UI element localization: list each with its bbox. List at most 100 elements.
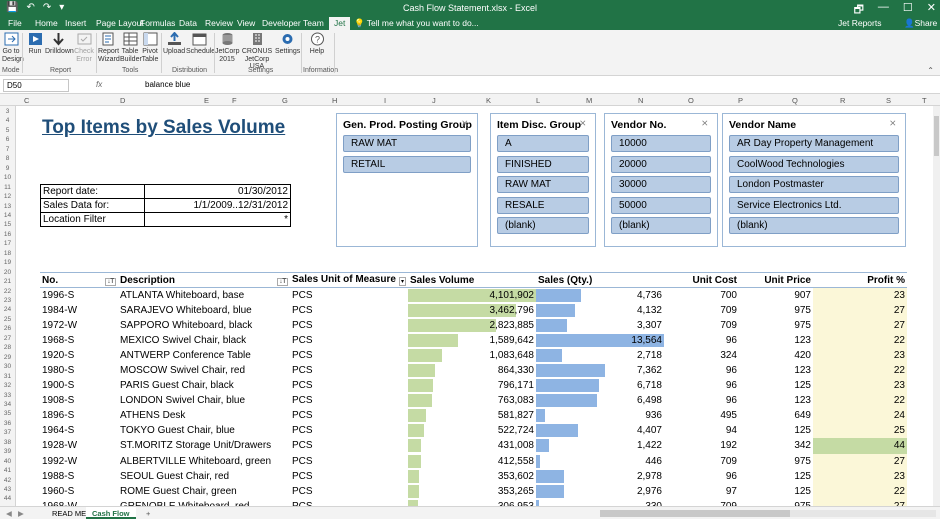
col-description-cell[interactable]: ATHENS Desk <box>118 408 290 423</box>
row-header[interactable]: 9 <box>5 164 10 172</box>
col-description-cell[interactable]: ATLANTA Whiteboard, base <box>118 288 290 303</box>
col-unit-header[interactable]: ▾ Sales Unit of Measure <box>290 272 408 288</box>
row-header[interactable]: 6 <box>5 136 10 144</box>
new-sheet-button[interactable]: + <box>146 509 151 518</box>
col-profit-cell[interactable]: 23 <box>813 347 907 363</box>
row-header[interactable]: 18 <box>3 249 12 257</box>
column-header[interactable]: H <box>332 96 338 105</box>
col-sales-qty-cell[interactable]: 2,976 <box>536 484 664 499</box>
jetcorp-button[interactable]: JetCorp 2015 <box>215 32 240 63</box>
tab-view[interactable]: View <box>237 18 256 28</box>
tab-insert[interactable]: Insert <box>65 18 87 28</box>
row-header[interactable]: 20 <box>3 268 12 276</box>
row-header[interactable]: 39 <box>3 448 12 456</box>
row-header[interactable]: 38 <box>3 438 12 446</box>
row-header[interactable]: 24 <box>3 306 12 314</box>
info-value[interactable]: 1/1/2009..12/31/2012 <box>144 198 291 213</box>
slicer-item[interactable]: 50000 <box>611 196 711 214</box>
col-unit-cost-cell[interactable]: 96 <box>664 469 739 484</box>
clear-filter-icon[interactable]: ⨯ <box>579 118 587 128</box>
col-unit-cost-cell[interactable]: 192 <box>664 438 739 453</box>
col-sales-qty-cell[interactable]: 330 <box>536 499 664 506</box>
col-sales-volume-cell[interactable]: 3,462,796 <box>408 303 536 318</box>
slicer-item[interactable]: 20000 <box>611 155 711 173</box>
column-header[interactable]: T <box>922 96 927 105</box>
info-value[interactable]: 01/30/2012 <box>144 184 291 199</box>
clear-filter-icon[interactable]: ⨯ <box>461 118 469 128</box>
col-unit-cost-cell[interactable]: 709 <box>664 454 739 469</box>
row-header[interactable]: 10 <box>3 174 12 182</box>
col-no-cell[interactable]: 1928-W <box>40 438 118 453</box>
col-no-cell[interactable]: 1908-S <box>40 393 118 408</box>
col-unit-cost-cell[interactable]: 324 <box>664 348 739 363</box>
col-unit-price-cell[interactable]: 125 <box>739 378 813 393</box>
col-no-cell[interactable]: 1900-S <box>40 378 118 393</box>
slicer-item[interactable]: RETAIL <box>343 155 471 173</box>
filter-dropdown-icon[interactable]: ▾ <box>398 277 406 286</box>
col-sales-qty-cell[interactable]: 2,978 <box>536 469 664 484</box>
column-header[interactable]: I <box>384 96 387 105</box>
slicer-item[interactable]: RAW MAT <box>343 135 471 152</box>
schedule-button[interactable]: Schedule <box>186 32 215 56</box>
col-unit-price-cell[interactable]: 342 <box>739 438 813 453</box>
col-unit-cost-cell[interactable]: 96 <box>664 393 739 408</box>
column-header[interactable]: D <box>120 96 126 105</box>
col-sales-volume-cell[interactable]: 306,953 <box>408 499 536 506</box>
col-sales-volume-cell[interactable]: 353,265 <box>408 484 536 499</box>
row-header[interactable]: 11 <box>4 183 11 191</box>
col-sales-qty-cell[interactable]: 3,307 <box>536 318 664 333</box>
col-unit-price-cell[interactable]: 975 <box>739 499 813 506</box>
row-header[interactable]: 40 <box>3 457 12 465</box>
col-no-cell[interactable]: 1968-W <box>40 499 118 506</box>
col-description-cell[interactable]: ALBERTVILLE Whiteboard, green <box>118 454 290 469</box>
col-unit-cost-cell[interactable]: 709 <box>664 318 739 333</box>
col-profit-cell[interactable]: 27 <box>813 498 907 506</box>
col-profit-cell[interactable]: 44 <box>813 438 907 454</box>
col-profit-cell[interactable]: 22 <box>813 393 907 409</box>
col-sales-qty-cell[interactable]: 6,718 <box>536 378 664 393</box>
save-icon[interactable]: 💾 <box>6 2 19 13</box>
row-header[interactable]: 17 <box>3 240 12 248</box>
row-header[interactable]: 42 <box>3 476 12 484</box>
close-button[interactable]: ✕ <box>926 2 936 14</box>
column-header[interactable]: N <box>638 96 644 105</box>
tab-data[interactable]: Data <box>179 18 197 28</box>
col-unit-price-cell[interactable]: 125 <box>739 484 813 499</box>
col-unit-cost-header[interactable]: Unit Cost <box>664 272 739 288</box>
scroll-thumb[interactable] <box>600 510 790 517</box>
row-header[interactable]: 4 <box>5 117 10 125</box>
col-unit-cell[interactable]: PCS <box>290 378 408 393</box>
filter-dropdown-icon[interactable]: ↓T <box>105 277 116 286</box>
worksheet[interactable]: Top Items by Sales Volume Report date: 01… <box>16 106 940 506</box>
column-header[interactable]: O <box>688 96 694 105</box>
col-unit-price-cell[interactable]: 125 <box>739 423 813 438</box>
col-profit-cell[interactable]: 22 <box>813 483 907 499</box>
tab-review[interactable]: Review <box>205 18 233 28</box>
col-unit-price-cell[interactable]: 907 <box>739 288 813 303</box>
row-header[interactable]: 30 <box>3 363 12 371</box>
column-header[interactable]: M <box>586 96 593 105</box>
col-unit-price-cell[interactable]: 123 <box>739 333 813 348</box>
tab-scroll-right-icon[interactable]: ▶ <box>18 509 24 518</box>
col-sales-qty-cell[interactable]: 1,422 <box>536 438 664 453</box>
col-description-cell[interactable]: SAPPORO Whiteboard, black <box>118 318 290 333</box>
col-unit-cell[interactable]: PCS <box>290 484 408 499</box>
column-header[interactable]: F <box>232 96 237 105</box>
row-header[interactable]: 32 <box>3 382 12 390</box>
column-header[interactable]: K <box>486 96 492 105</box>
redo-icon[interactable]: ↷ <box>42 2 52 13</box>
col-unit-cell[interactable]: PCS <box>290 438 408 453</box>
col-sales-qty-cell[interactable]: 2,718 <box>536 348 664 363</box>
vertical-scrollbar[interactable] <box>933 106 940 506</box>
col-profit-cell[interactable]: 23 <box>813 468 907 484</box>
col-sales-volume-cell[interactable]: 1,589,642 <box>408 333 536 348</box>
col-sales-volume-cell[interactable]: 412,558 <box>408 454 536 469</box>
share-button[interactable]: 👤Share <box>904 18 938 28</box>
col-unit-cell[interactable]: PCS <box>290 348 408 363</box>
row-header[interactable]: 21 <box>3 278 12 286</box>
col-unit-cost-cell[interactable]: 96 <box>664 378 739 393</box>
row-header[interactable]: 33 <box>3 391 12 399</box>
col-profit-header[interactable]: Profit % <box>813 272 907 288</box>
col-sales-qty-cell[interactable]: 4,407 <box>536 423 664 438</box>
tab-formulas[interactable]: Formulas <box>140 18 176 28</box>
